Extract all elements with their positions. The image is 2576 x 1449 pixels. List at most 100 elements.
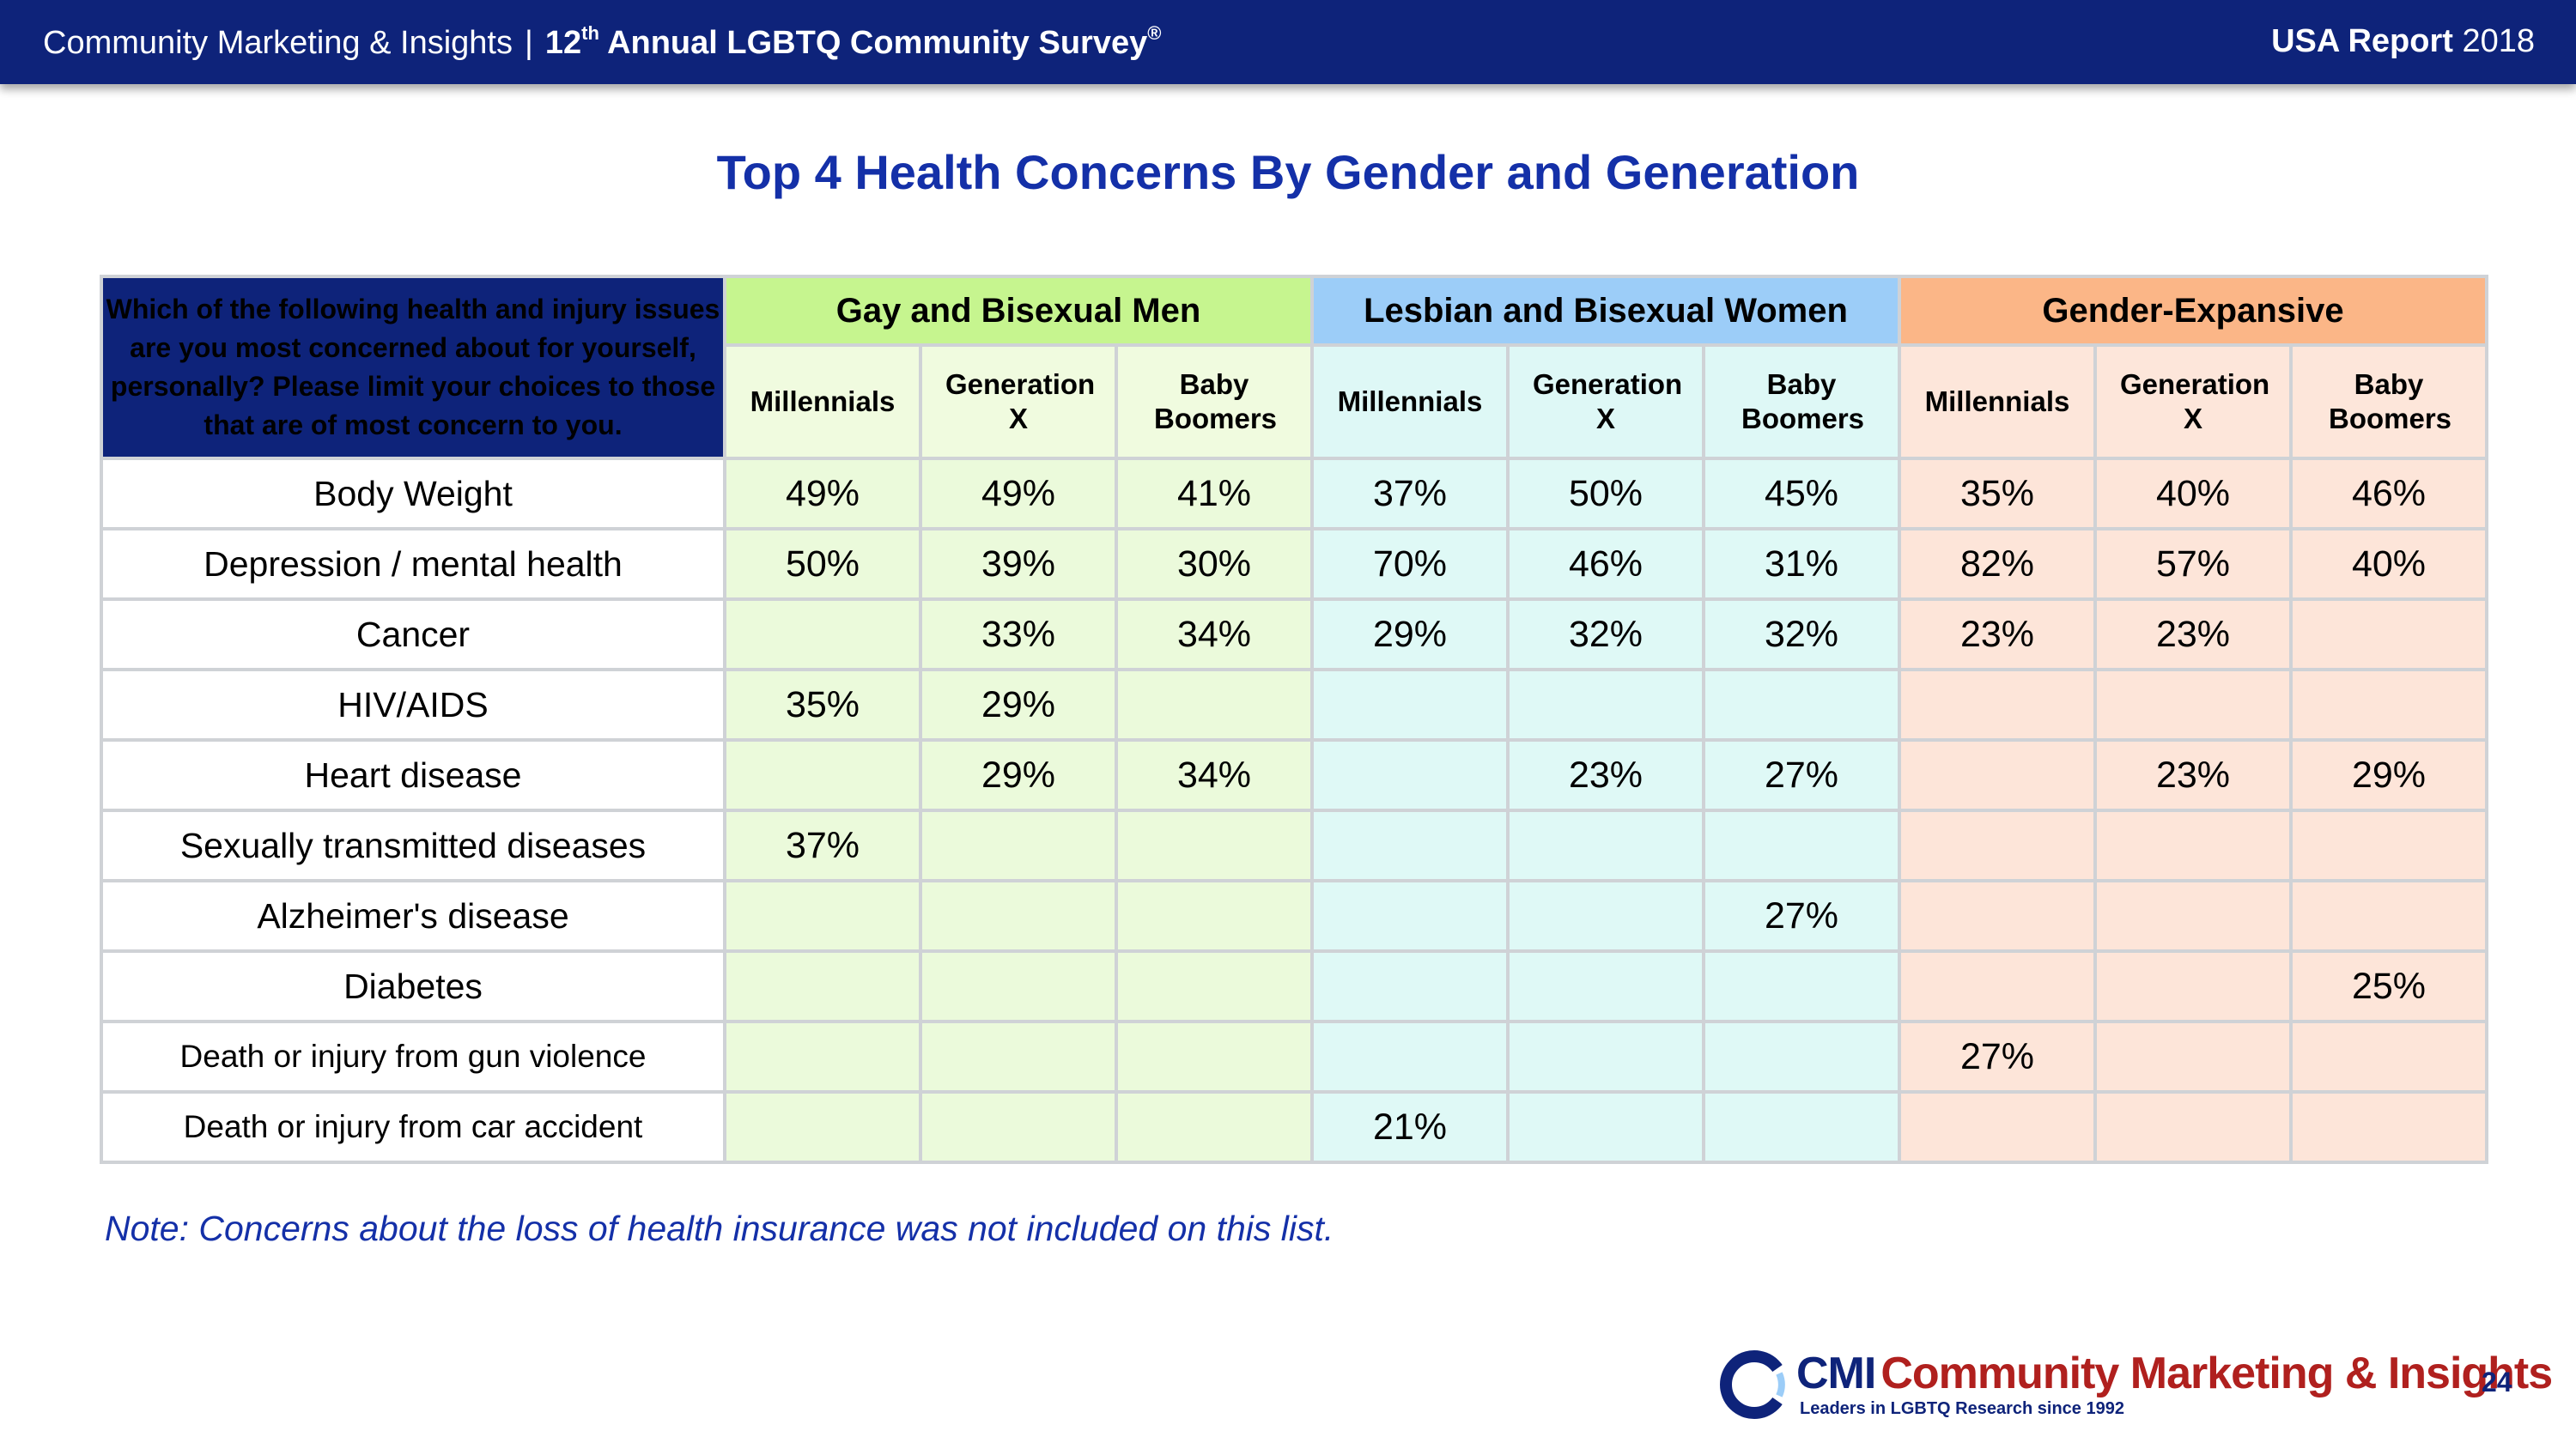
row-label: Sexually transmitted diseases: [100, 809, 726, 882]
value-cell: [1898, 668, 2097, 742]
value-cell: 45%: [1702, 457, 1901, 530]
value-cell: [1310, 879, 1510, 953]
value-cell: 49%: [919, 457, 1118, 530]
subgroup-header: Millennials: [1310, 343, 1510, 460]
table-row: Heart disease 29% 34% 23% 27% 23% 29%: [100, 738, 2488, 812]
value-cell: 57%: [2093, 527, 2293, 601]
subgroup-header-text: Generation X: [2120, 368, 2270, 434]
subgroup-header: Generation X: [1506, 343, 1705, 460]
survey-ordinal: 12: [544, 25, 582, 61]
group-header-row: Which of the following health and injury…: [100, 275, 2488, 460]
table-row: HIV/AIDS 35% 29%: [100, 668, 2488, 742]
subgroup-header: Millennials: [723, 343, 922, 460]
logo-name: Community Marketing & Insights: [1880, 1349, 2553, 1398]
table-row: Death or injury from car accident 21%: [100, 1090, 2488, 1164]
value-cell: [2289, 879, 2488, 953]
footnote: Note: Concerns about the loss of health …: [105, 1209, 1334, 1248]
value-cell: 23%: [1506, 738, 1705, 812]
value-cell: [1115, 949, 1314, 1023]
value-cell: 34%: [1115, 597, 1314, 671]
table-body: Body Weight 49% 49% 41% 37% 50% 45% 35% 40% 46% De…: [100, 457, 2488, 1164]
value-cell: 21%: [1310, 1090, 1510, 1164]
row-label: Alzheimer's disease: [100, 879, 726, 953]
row-label: Diabetes: [100, 949, 726, 1023]
value-cell: [1310, 949, 1510, 1023]
value-cell: [1898, 809, 2097, 882]
value-cell: 23%: [1898, 597, 2097, 671]
value-cell: 41%: [1115, 457, 1314, 530]
value-cell: 29%: [1310, 597, 1510, 671]
value-cell: 32%: [1702, 597, 1901, 671]
value-cell: 37%: [723, 809, 922, 882]
value-cell: [1310, 809, 1510, 882]
value-cell: 23%: [2093, 597, 2293, 671]
value-cell: [2289, 1020, 2488, 1094]
subgroup-header: Millennials: [1898, 343, 2097, 460]
value-cell: [1310, 738, 1510, 812]
value-cell: [1310, 1020, 1510, 1094]
org-name: Community Marketing & Insights: [43, 25, 513, 61]
value-cell: 50%: [723, 527, 922, 601]
logo-tagline: Leaders in LGBTQ Research since 1992: [1800, 1399, 2124, 1418]
value-cell: 29%: [2289, 738, 2488, 812]
value-cell: [2093, 809, 2293, 882]
value-cell: 32%: [1506, 597, 1705, 671]
value-cell: 23%: [2093, 738, 2293, 812]
value-cell: [1115, 879, 1314, 953]
value-cell: 33%: [919, 597, 1118, 671]
value-cell: [2289, 597, 2488, 671]
header-bar: Community Marketing & Insights | 12th Annu…: [0, 0, 2576, 84]
page-title: Top 4 Health Concerns By Gender and Gene…: [716, 145, 1860, 199]
value-cell: 27%: [1898, 1020, 2097, 1094]
table-row: Death or injury from gun violence 27%: [100, 1020, 2488, 1094]
value-cell: [723, 879, 922, 953]
value-cell: 35%: [723, 668, 922, 742]
value-cell: [1702, 949, 1901, 1023]
value-cell: [919, 949, 1118, 1023]
value-cell: 40%: [2289, 527, 2488, 601]
value-cell: [723, 1090, 922, 1164]
value-cell: [1310, 668, 1510, 742]
header-separator: |: [524, 25, 533, 61]
value-cell: 29%: [919, 668, 1118, 742]
value-cell: [723, 1020, 922, 1094]
subgroup-header-text: Baby Boomers: [2329, 368, 2452, 434]
value-cell: [2093, 1020, 2293, 1094]
value-cell: 49%: [723, 457, 922, 530]
value-cell: 82%: [1898, 527, 2097, 601]
subgroup-header: Baby Boomers: [1702, 343, 1901, 460]
subgroup-header: Baby Boomers: [2289, 343, 2488, 460]
row-label: Cancer: [100, 597, 726, 671]
value-cell: 27%: [1702, 738, 1901, 812]
subgroup-header: Generation X: [2093, 343, 2293, 460]
value-cell: 40%: [2093, 457, 2293, 530]
value-cell: [919, 1020, 1118, 1094]
value-cell: [1898, 879, 2097, 953]
group-header-gender-expansive: Gender-Expansive: [1898, 275, 2488, 347]
value-cell: [1115, 809, 1314, 882]
value-cell: [1506, 668, 1705, 742]
value-cell: [1506, 1020, 1705, 1094]
cmi-logo-mark-icon: [1720, 1350, 1790, 1419]
header-left: Community Marketing & Insights | 12th Annu…: [43, 24, 1161, 62]
row-label: Heart disease: [100, 738, 726, 812]
subgroup-header-row: Millennials Generation X Baby Boomers Mi…: [101, 343, 2488, 460]
value-cell: [1702, 1090, 1901, 1164]
value-cell: [1702, 1020, 1901, 1094]
table-row: Diabetes 25%: [100, 949, 2488, 1023]
row-label: Depression / mental health: [100, 527, 726, 601]
value-cell: [1702, 668, 1901, 742]
health-concerns-table: Which of the following health and injury…: [100, 275, 2488, 1164]
value-cell: 35%: [1898, 457, 2097, 530]
header-right: USA Report 2018: [2271, 22, 2535, 60]
value-cell: 37%: [1310, 457, 1510, 530]
value-cell: [919, 809, 1118, 882]
subgroup-header: Baby Boomers: [1115, 343, 1314, 460]
subgroup-header-text: Baby Boomers: [1154, 368, 1278, 434]
subgroup-header-text: Generation X: [945, 368, 1096, 434]
value-cell: [723, 738, 922, 812]
value-cell: [723, 597, 922, 671]
value-cell: 27%: [1702, 879, 1901, 953]
value-cell: [2289, 809, 2488, 882]
row-label: Death or injury from gun violence: [100, 1020, 726, 1094]
